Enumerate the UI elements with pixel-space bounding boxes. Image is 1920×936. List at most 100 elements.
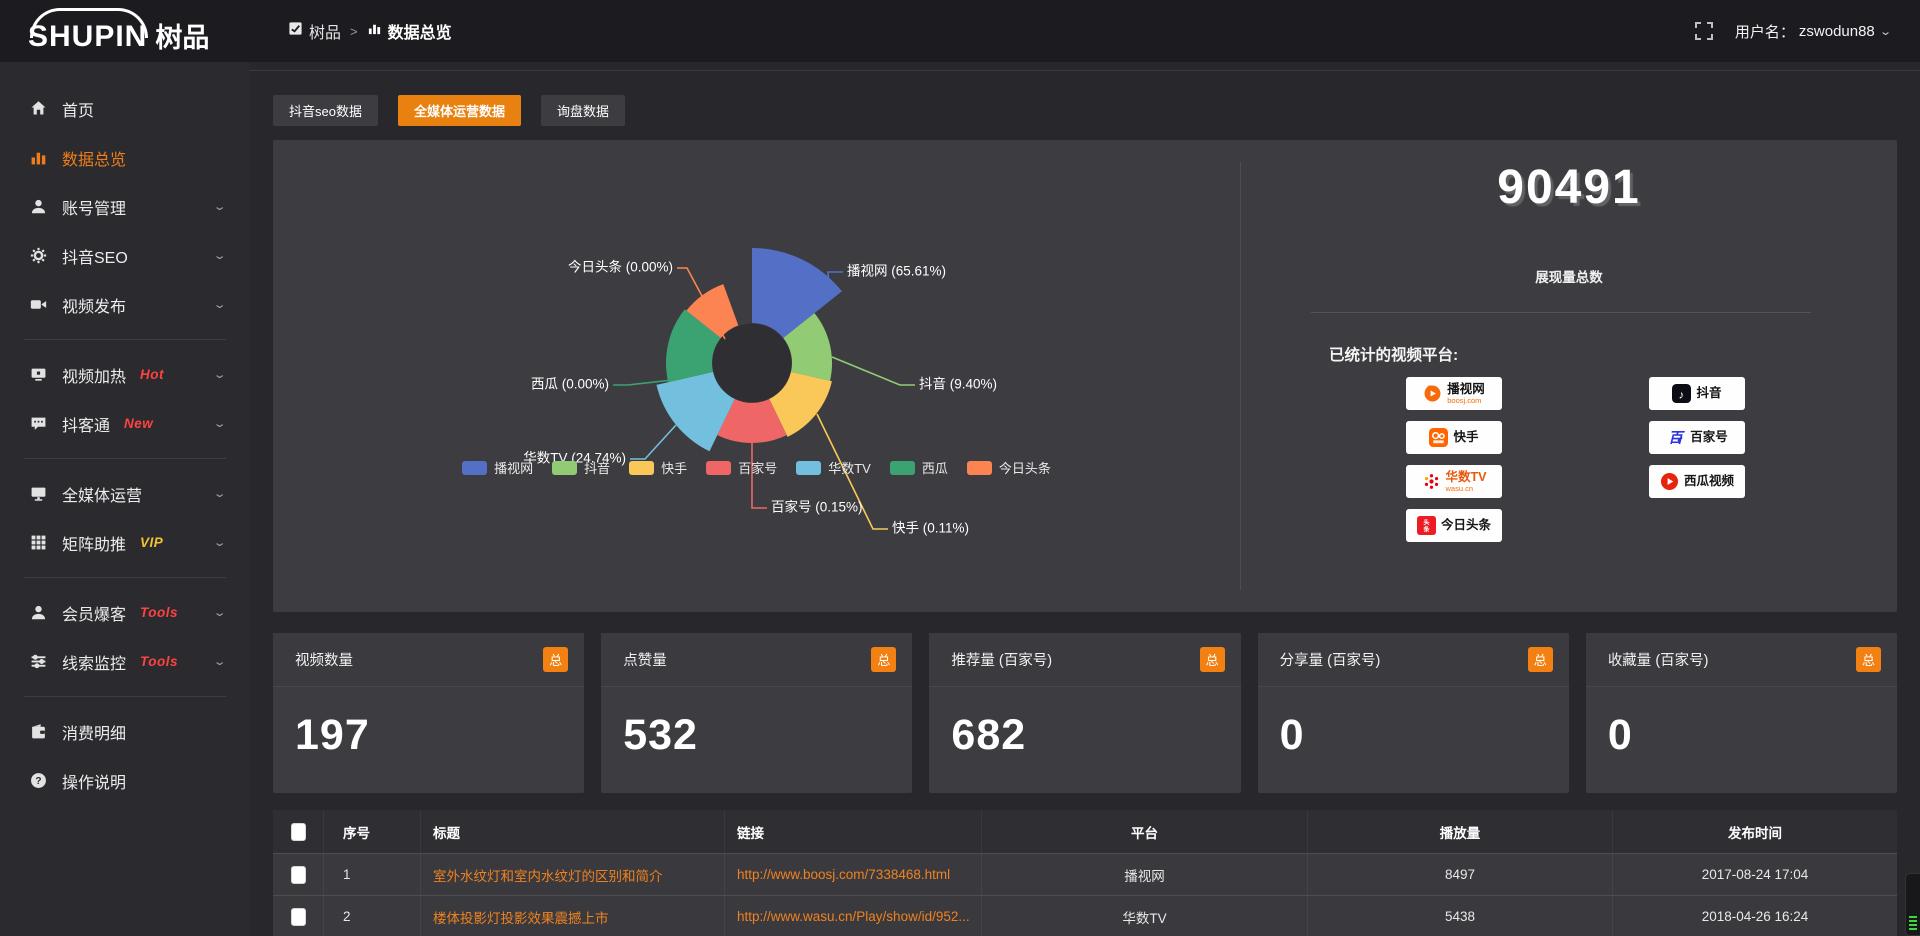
svg-text:百: 百 bbox=[1669, 431, 1686, 447]
legend-item-华数TV[interactable]: 华数TV bbox=[796, 458, 871, 477]
sidebar-item-操作说明[interactable]: ? 操作说明 bbox=[0, 756, 250, 805]
sidebar-item-视频发布[interactable]: 视频发布 ⌄ bbox=[0, 280, 250, 329]
platform-subtext: boosj.com bbox=[1447, 395, 1482, 405]
tab-抖音seo数据[interactable]: 抖音seo数据 bbox=[273, 95, 378, 126]
pie-slice-西瓜[interactable] bbox=[666, 309, 721, 383]
platform-badge-抖音: ♪ 抖音 bbox=[1649, 377, 1745, 410]
member-icon bbox=[30, 604, 47, 621]
tab-询盘数据[interactable]: 询盘数据 bbox=[540, 95, 625, 126]
wasu-logo-icon bbox=[1422, 472, 1441, 491]
row-checkbox[interactable] bbox=[290, 865, 306, 884]
stat-card-label: 分享量 (百家号) bbox=[1279, 653, 1381, 669]
pie-slice-百家号[interactable] bbox=[717, 399, 787, 444]
row-checkbox[interactable] bbox=[290, 907, 306, 926]
pie-label-抖音: 抖音 (9.40%) bbox=[919, 376, 997, 392]
content-divider bbox=[250, 70, 1920, 71]
legend-label: 百家号 bbox=[738, 461, 778, 476]
sidebar-item-消费明细[interactable]: 消费明细 bbox=[0, 707, 250, 756]
legend-item-百家号[interactable]: 百家号 bbox=[706, 458, 777, 477]
sidebar-item-label: 账号管理 bbox=[62, 200, 127, 218]
sidebar-item-label: 消费明细 bbox=[62, 725, 127, 743]
sidebar-item-视频加热[interactable]: 视频加热 Hot ⌄ bbox=[0, 350, 250, 399]
pie-label-line bbox=[751, 443, 767, 509]
sidebar-item-全媒体运营[interactable]: 全媒体运营 ⌄ bbox=[0, 469, 250, 518]
legend-item-今日头条[interactable]: 今日头条 bbox=[966, 458, 1051, 477]
wallet-icon bbox=[30, 723, 47, 740]
legend-item-播视网[interactable]: 播视网 bbox=[462, 458, 533, 477]
select-all-checkbox[interactable] bbox=[290, 822, 306, 841]
sidebar-divider bbox=[24, 458, 226, 459]
pie-slice-今日头条[interactable] bbox=[686, 284, 739, 338]
chat-icon bbox=[30, 415, 47, 432]
floating-widget[interactable] bbox=[1905, 873, 1920, 936]
platform-badge-西瓜视频: 西瓜视频 bbox=[1649, 465, 1745, 498]
title-link[interactable]: 楼体投影灯投影效果震撼上市 bbox=[420, 896, 724, 936]
legend-swatch bbox=[552, 460, 578, 475]
sidebar-item-首页[interactable]: 首页 bbox=[0, 84, 250, 133]
bar-chart-icon bbox=[30, 149, 47, 166]
sidebar-item-数据总览[interactable]: 数据总览 bbox=[0, 133, 250, 182]
legend-label: 抖音 bbox=[584, 461, 611, 476]
panel-divider bbox=[1240, 162, 1241, 590]
pie-label-百家号: 百家号 (0.15%) bbox=[771, 499, 863, 515]
stat-card-视频数量: 视频数量 总 197 bbox=[273, 633, 585, 793]
pie-slice-华数TV[interactable] bbox=[656, 371, 735, 452]
app-square-icon bbox=[288, 21, 303, 41]
column-header-序号: 序号 bbox=[323, 810, 420, 853]
plays-cell: 8497 bbox=[1307, 854, 1612, 895]
url-link[interactable]: http://www.boosj.com/7338468.html bbox=[724, 854, 981, 895]
breadcrumb-current[interactable]: 数据总览 bbox=[367, 19, 452, 43]
data-tabs: 抖音seo数据 全媒体运营数据 询盘数据 bbox=[273, 95, 625, 126]
sidebar: 首页 数据总览 账号管理 ⌄ 抖音SEO ⌄ 视频发布 ⌄ 视频加热 Hot ⌄ 抖客通 New ⌄ 全媒体… bbox=[0, 62, 250, 936]
pie-label-line bbox=[827, 271, 843, 301]
sidebar-item-label: 会员爆客 bbox=[62, 606, 127, 624]
heat-icon bbox=[30, 366, 47, 383]
table-row: 2 楼体投影灯投影效果震撼上市 http://www.wasu.cn/Play/sh… bbox=[273, 895, 1897, 936]
plays-cell: 5438 bbox=[1307, 896, 1612, 936]
sidebar-item-矩阵助推[interactable]: 矩阵助推 VIP ⌄ bbox=[0, 518, 250, 567]
sidebar-item-线索监控[interactable]: 线索监控 Tools ⌄ bbox=[0, 637, 250, 686]
breadcrumb: 树品 > 数据总览 bbox=[288, 19, 452, 43]
svg-text:♪: ♪ bbox=[1679, 389, 1685, 401]
legend-item-西瓜[interactable]: 西瓜 bbox=[889, 458, 948, 477]
legend-swatch bbox=[796, 460, 822, 475]
column-header-标题: 标题 bbox=[420, 810, 724, 853]
douyin-logo-icon: ♪ bbox=[1672, 384, 1692, 403]
title-link[interactable]: 室外水纹灯和室内水纹灯的区别和简介 bbox=[420, 854, 724, 895]
legend-swatch bbox=[629, 460, 655, 475]
fullscreen-icon[interactable] bbox=[1694, 22, 1713, 40]
pie-slice-抖音[interactable] bbox=[783, 313, 833, 381]
row-select-cell bbox=[273, 896, 323, 936]
chevron-down-icon: ⌄ bbox=[1878, 25, 1892, 38]
logo-text: SHUPIN bbox=[28, 8, 148, 52]
sidebar-item-抖音SEO[interactable]: 抖音SEO ⌄ bbox=[0, 231, 250, 280]
pie-slice-播视网[interactable] bbox=[752, 248, 842, 338]
user-menu[interactable]: 用户名： zswodun88 ⌄ bbox=[1735, 21, 1892, 42]
chevron-down-icon: ⌄ bbox=[212, 201, 227, 213]
chevron-down-icon: ⌄ bbox=[212, 250, 227, 262]
stat-card-推荐量 (百家号): 推荐量 (百家号) 总 682 bbox=[929, 633, 1241, 793]
svg-text:条: 条 bbox=[1422, 526, 1430, 534]
platform-name: 百家号 bbox=[1690, 430, 1728, 445]
legend-item-快手[interactable]: 快手 bbox=[629, 458, 687, 477]
pie-label-line bbox=[613, 379, 673, 386]
tab-全媒体运营数据[interactable]: 全媒体运营数据 bbox=[397, 95, 521, 126]
sidebar-item-账号管理[interactable]: 账号管理 ⌄ bbox=[0, 182, 250, 231]
videos-table: 序号 标题 链接 平台 播放量 发布时间 1 室外水纹灯和室内水纹灯的区别和简介 http://… bbox=[273, 810, 1897, 936]
sidebar-item-会员爆客[interactable]: 会员爆客 Tools ⌄ bbox=[0, 588, 250, 637]
logo-cjk-text: 树品 bbox=[155, 22, 210, 53]
stat-card-header: 推荐量 (百家号) 总 bbox=[929, 633, 1241, 687]
sidebar-divider bbox=[24, 339, 226, 340]
boosj-logo-icon bbox=[1423, 384, 1442, 403]
legend-item-抖音[interactable]: 抖音 bbox=[552, 458, 610, 477]
platform-name: 抖音 bbox=[1696, 386, 1722, 401]
index-cell: 1 bbox=[323, 854, 420, 895]
url-link[interactable]: http://www.wasu.cn/Play/show/id/952... bbox=[724, 896, 981, 936]
pie-slice-快手[interactable] bbox=[769, 371, 832, 437]
summary-divider bbox=[1311, 312, 1811, 313]
breadcrumb-root[interactable]: 树品 bbox=[288, 19, 341, 43]
chevron-down-icon: ⌄ bbox=[212, 369, 227, 381]
platform-name: 西瓜视频 bbox=[1683, 474, 1734, 489]
publish-time-cell: 2018-04-26 16:24 bbox=[1612, 896, 1897, 936]
sidebar-item-抖客通[interactable]: 抖客通 New ⌄ bbox=[0, 399, 250, 448]
